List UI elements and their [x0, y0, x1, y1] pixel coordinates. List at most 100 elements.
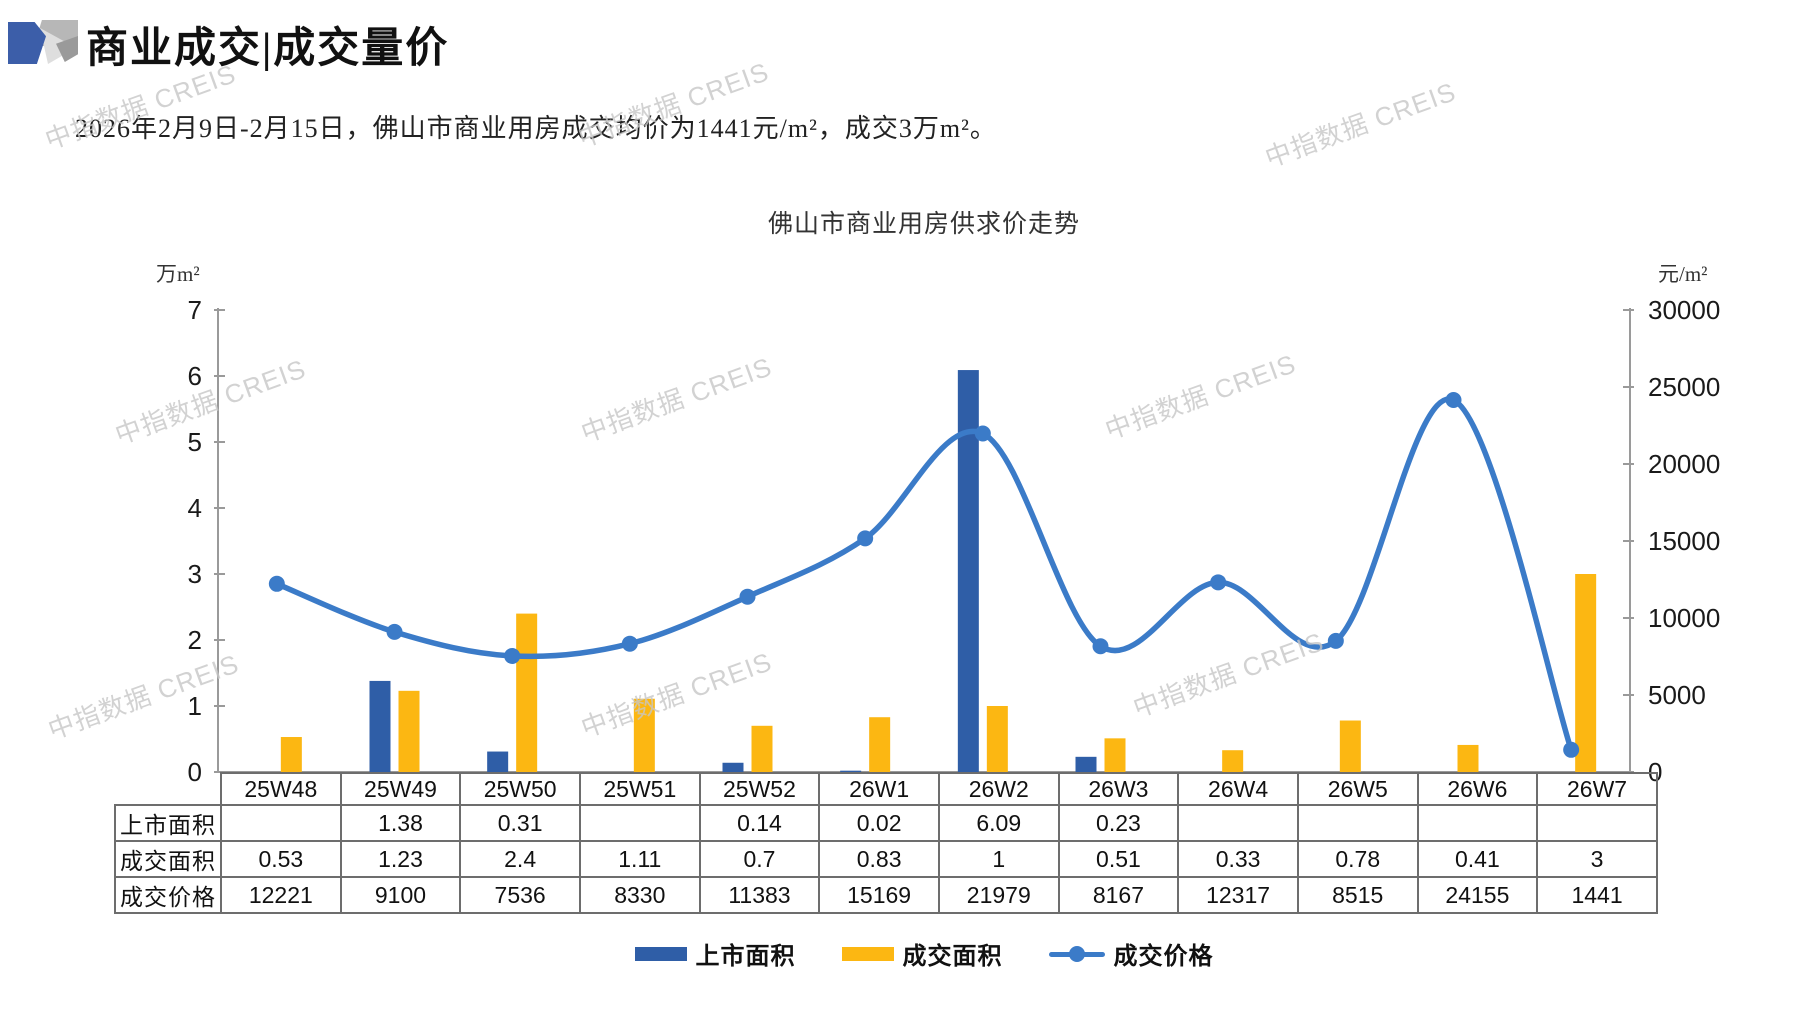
- legend-item-price: 成交价格: [1048, 936, 1214, 971]
- right-axis-tick-label: 30000: [1648, 295, 1720, 325]
- bar-sold-area: [516, 613, 538, 772]
- table-cell: 25W49: [339, 772, 462, 806]
- price-line-marker: [268, 575, 285, 592]
- table-cell: [1296, 804, 1419, 842]
- bar-sold-area: [280, 737, 302, 772]
- table-cell: 3: [1536, 840, 1658, 878]
- data-table: 25W48 25W49 25W50 25W51 25W52 26W1 26W2 26W3 26W…: [114, 772, 1658, 914]
- page-title: 商业成交|成交量价: [86, 26, 450, 72]
- table-cell: 1.38: [339, 804, 462, 842]
- table-cell: [1536, 804, 1658, 842]
- table-cell: 0.7: [698, 840, 821, 878]
- bar-sold-area: [1575, 574, 1597, 772]
- legend-label: 成交价格: [1113, 944, 1214, 970]
- table-header-row: 25W48 25W49 25W50 25W51 25W52 26W1 26W2 26W3 26W…: [115, 772, 1658, 806]
- table-cell: [1177, 804, 1299, 842]
- left-axis-tick-label: 6: [188, 361, 202, 391]
- table-cell: 7536: [459, 876, 581, 914]
- price-line-marker: [974, 425, 991, 442]
- left-axis-tick-label: 7: [188, 295, 202, 325]
- price-line-marker: [1327, 632, 1344, 649]
- price-line-marker: [1445, 392, 1462, 409]
- table-cell: [1416, 804, 1539, 842]
- bar-listed-area: [1075, 756, 1097, 772]
- table-cell: 21979: [937, 876, 1060, 914]
- table-row: 成交面积 0.53 1.23 2.4 1.11 0.7 0.83 1 0.51 0.33 0.78 0…: [114, 840, 1658, 878]
- table-cell: 1441: [1536, 876, 1658, 914]
- left-axis-tick-label: 3: [188, 559, 202, 589]
- legend-item-sold-area: 成交面积: [841, 936, 1003, 971]
- bar-listed-area: [487, 751, 509, 772]
- table-cell: 26W7: [1536, 772, 1658, 806]
- table-row-label: 成交面积: [114, 840, 222, 878]
- right-axis-unit: 元/m²: [1658, 262, 1708, 286]
- table-cell: 26W6: [1416, 772, 1539, 806]
- left-axis-tick-label: 2: [188, 625, 202, 655]
- table-cell: 0.33: [1177, 840, 1299, 878]
- bar-sold-area: [1339, 720, 1361, 772]
- table-cell: 26W2: [937, 772, 1060, 806]
- left-axis-tick-label: 1: [188, 691, 202, 721]
- left-axis-tick-label: 4: [188, 493, 202, 523]
- table-row-label: 上市面积: [114, 804, 222, 842]
- table-cell: 24155: [1416, 876, 1539, 914]
- left-axis-tick-label: 5: [188, 427, 202, 457]
- table-corner-cell: [115, 773, 221, 805]
- right-axis-tick-label: 25000: [1648, 372, 1720, 402]
- table-row: 成交价格 12221 9100 7536 8330 11383 15169 21979 8167…: [114, 876, 1658, 914]
- table-cell: 26W1: [818, 772, 940, 806]
- bar-listed-area: [722, 762, 744, 772]
- legend-item-listed-area: 上市面积: [634, 936, 796, 971]
- bar-sold-area: [986, 706, 1008, 772]
- price-line-marker: [386, 623, 403, 640]
- table-cell: 0.78: [1296, 840, 1419, 878]
- table-cell: 9100: [339, 876, 462, 914]
- table-cell: 0.31: [459, 804, 581, 842]
- table-cell: 25W48: [220, 772, 342, 806]
- table-cell: [578, 804, 701, 842]
- table-cell: 11383: [698, 876, 821, 914]
- bar-sold-area: [869, 717, 891, 772]
- price-line: [274, 396, 1574, 753]
- price-line-marker: [621, 635, 638, 652]
- table-cell: 0.14: [698, 804, 821, 842]
- left-axis-tick-label: 0: [188, 757, 202, 787]
- table-cell: 25W52: [698, 772, 821, 806]
- right-axis-tick-label: 15000: [1648, 526, 1720, 556]
- table-cell: 2.4: [459, 840, 581, 878]
- table-cell: 0.83: [818, 840, 940, 878]
- table-cell: 15169: [818, 876, 940, 914]
- price-line-marker: [504, 647, 521, 664]
- legend-label: 上市面积: [695, 944, 796, 970]
- table-cell: 1: [937, 840, 1060, 878]
- table-cell: 8167: [1057, 876, 1180, 914]
- bar-sold-area: [1457, 744, 1479, 772]
- table-cell: 8515: [1296, 876, 1419, 914]
- table-cell: 12221: [220, 876, 342, 914]
- table-cell: 1.23: [339, 840, 462, 878]
- chart-legend: 上市面积 成交面积 成交价格: [218, 936, 1630, 971]
- bar-listed-area: [840, 770, 862, 772]
- table-cell: 26W5: [1296, 772, 1419, 806]
- bar-listed-area: [369, 680, 391, 772]
- listed-area-swatch: [634, 946, 687, 961]
- table-cell: 6.09: [937, 804, 1060, 842]
- summary-text: 2026年2月9日-2月15日，佛山市商业用房成交均价为1441元/m²，成交3…: [75, 114, 997, 143]
- table-cell: 12317: [1177, 876, 1299, 914]
- price-line-marker: [1210, 574, 1227, 591]
- table-cell: 8330: [578, 876, 701, 914]
- table-cell: [220, 804, 342, 842]
- table-row-label: 成交价格: [114, 876, 222, 914]
- creis-logo: [8, 16, 78, 64]
- right-axis-tick-label: 5000: [1648, 680, 1706, 710]
- table-cell: 0.53: [220, 840, 342, 878]
- table-cell: 0.41: [1416, 840, 1539, 878]
- bar-listed-area: [957, 370, 979, 772]
- table-cell: 1.11: [578, 840, 701, 878]
- sold-area-swatch: [841, 946, 894, 961]
- table-cell: 26W4: [1177, 772, 1299, 806]
- table-cell: 0.51: [1057, 840, 1180, 878]
- left-axis-unit: 万m²: [156, 262, 200, 286]
- table-row: 上市面积 1.38 0.31 0.14 0.02 6.09 0.23: [114, 804, 1658, 842]
